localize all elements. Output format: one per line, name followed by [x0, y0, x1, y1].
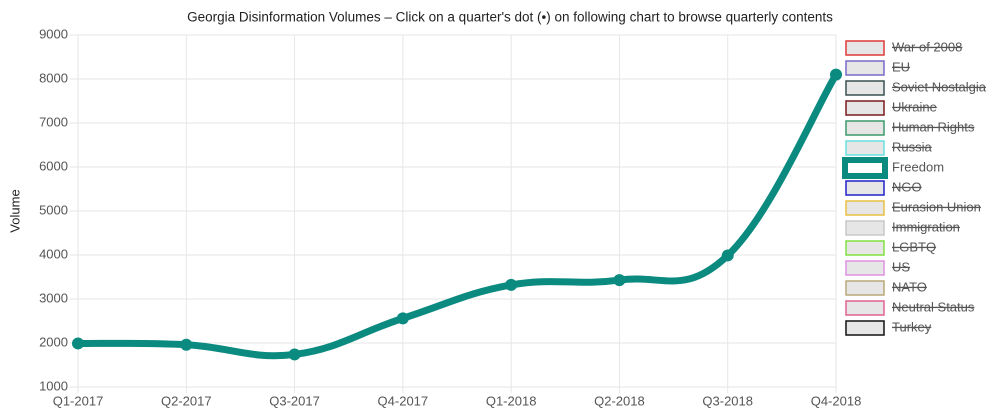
data-point[interactable] [505, 278, 518, 291]
y-axis-label: Volume [7, 189, 22, 232]
legend-swatch[interactable] [845, 240, 885, 256]
legend-swatch[interactable] [845, 220, 885, 236]
legend-swatch[interactable] [845, 300, 885, 316]
legend-swatch[interactable] [845, 60, 885, 76]
data-point[interactable] [180, 338, 193, 351]
data-point[interactable] [613, 274, 626, 287]
x-tick-label: Q1-2018 [486, 393, 537, 408]
y-tick-label: 8000 [39, 70, 68, 85]
y-tick-label: 3000 [39, 290, 68, 305]
legend-label[interactable]: Ukraine [892, 99, 937, 114]
x-tick-label: Q3-2018 [702, 393, 753, 408]
legend-label[interactable]: Russia [892, 139, 933, 154]
legend-swatch[interactable] [845, 280, 885, 296]
legend-swatch[interactable] [845, 40, 885, 56]
legend-label[interactable]: Neutral Status [892, 299, 975, 314]
legend-label[interactable]: Freedom [892, 159, 944, 174]
legend-swatch[interactable] [845, 140, 885, 156]
legend-label[interactable]: Immigration [892, 219, 960, 234]
x-tick-label: Q1-2017 [53, 393, 104, 408]
legend-label[interactable]: Soviet Nostalgia [892, 79, 987, 94]
chart-title: Georgia Disinformation Volumes – Click o… [187, 10, 833, 25]
legend-swatch[interactable] [845, 80, 885, 96]
data-point[interactable] [396, 312, 409, 325]
y-tick-label: 9000 [39, 26, 68, 41]
y-tick-label: 4000 [39, 246, 68, 261]
legend-label[interactable]: LGBTQ [892, 239, 936, 254]
x-tick-label: Q2-2017 [161, 393, 212, 408]
x-tick-label: Q2-2018 [594, 393, 645, 408]
series-line [74, 71, 840, 360]
y-tick-label: 1000 [39, 378, 68, 393]
legend-swatch[interactable] [845, 200, 885, 216]
data-point[interactable] [288, 348, 301, 361]
legend-swatch[interactable] [845, 260, 885, 276]
legend-label[interactable]: EU [892, 59, 910, 74]
legend-swatch[interactable] [845, 100, 885, 116]
legend-swatch[interactable] [845, 180, 885, 196]
x-tick-label: Q4-2017 [378, 393, 429, 408]
y-tick-label: 6000 [39, 158, 68, 173]
legend-label[interactable]: Human Rights [892, 119, 975, 134]
data-point[interactable] [72, 337, 84, 350]
y-tick-label: 2000 [39, 334, 68, 349]
x-tick-label: Q4-2018 [811, 393, 862, 408]
x-tick-label: Q3-2017 [269, 393, 320, 408]
legend-label[interactable]: NGO [892, 179, 922, 194]
legend-label[interactable]: US [892, 259, 910, 274]
legend-label[interactable]: Turkey [892, 319, 932, 334]
legend-swatch[interactable] [845, 320, 885, 336]
legend-label[interactable]: Eurasion Union [892, 199, 981, 214]
data-point[interactable] [830, 68, 842, 81]
legend-label[interactable]: War of 2008 [892, 39, 962, 54]
legend-swatch[interactable] [845, 120, 885, 136]
data-point[interactable] [721, 249, 734, 262]
legend-swatch[interactable] [842, 157, 888, 179]
y-tick-label: 7000 [39, 114, 68, 129]
legend-label[interactable]: NATO [892, 279, 927, 294]
y-tick-label: 5000 [39, 202, 68, 217]
